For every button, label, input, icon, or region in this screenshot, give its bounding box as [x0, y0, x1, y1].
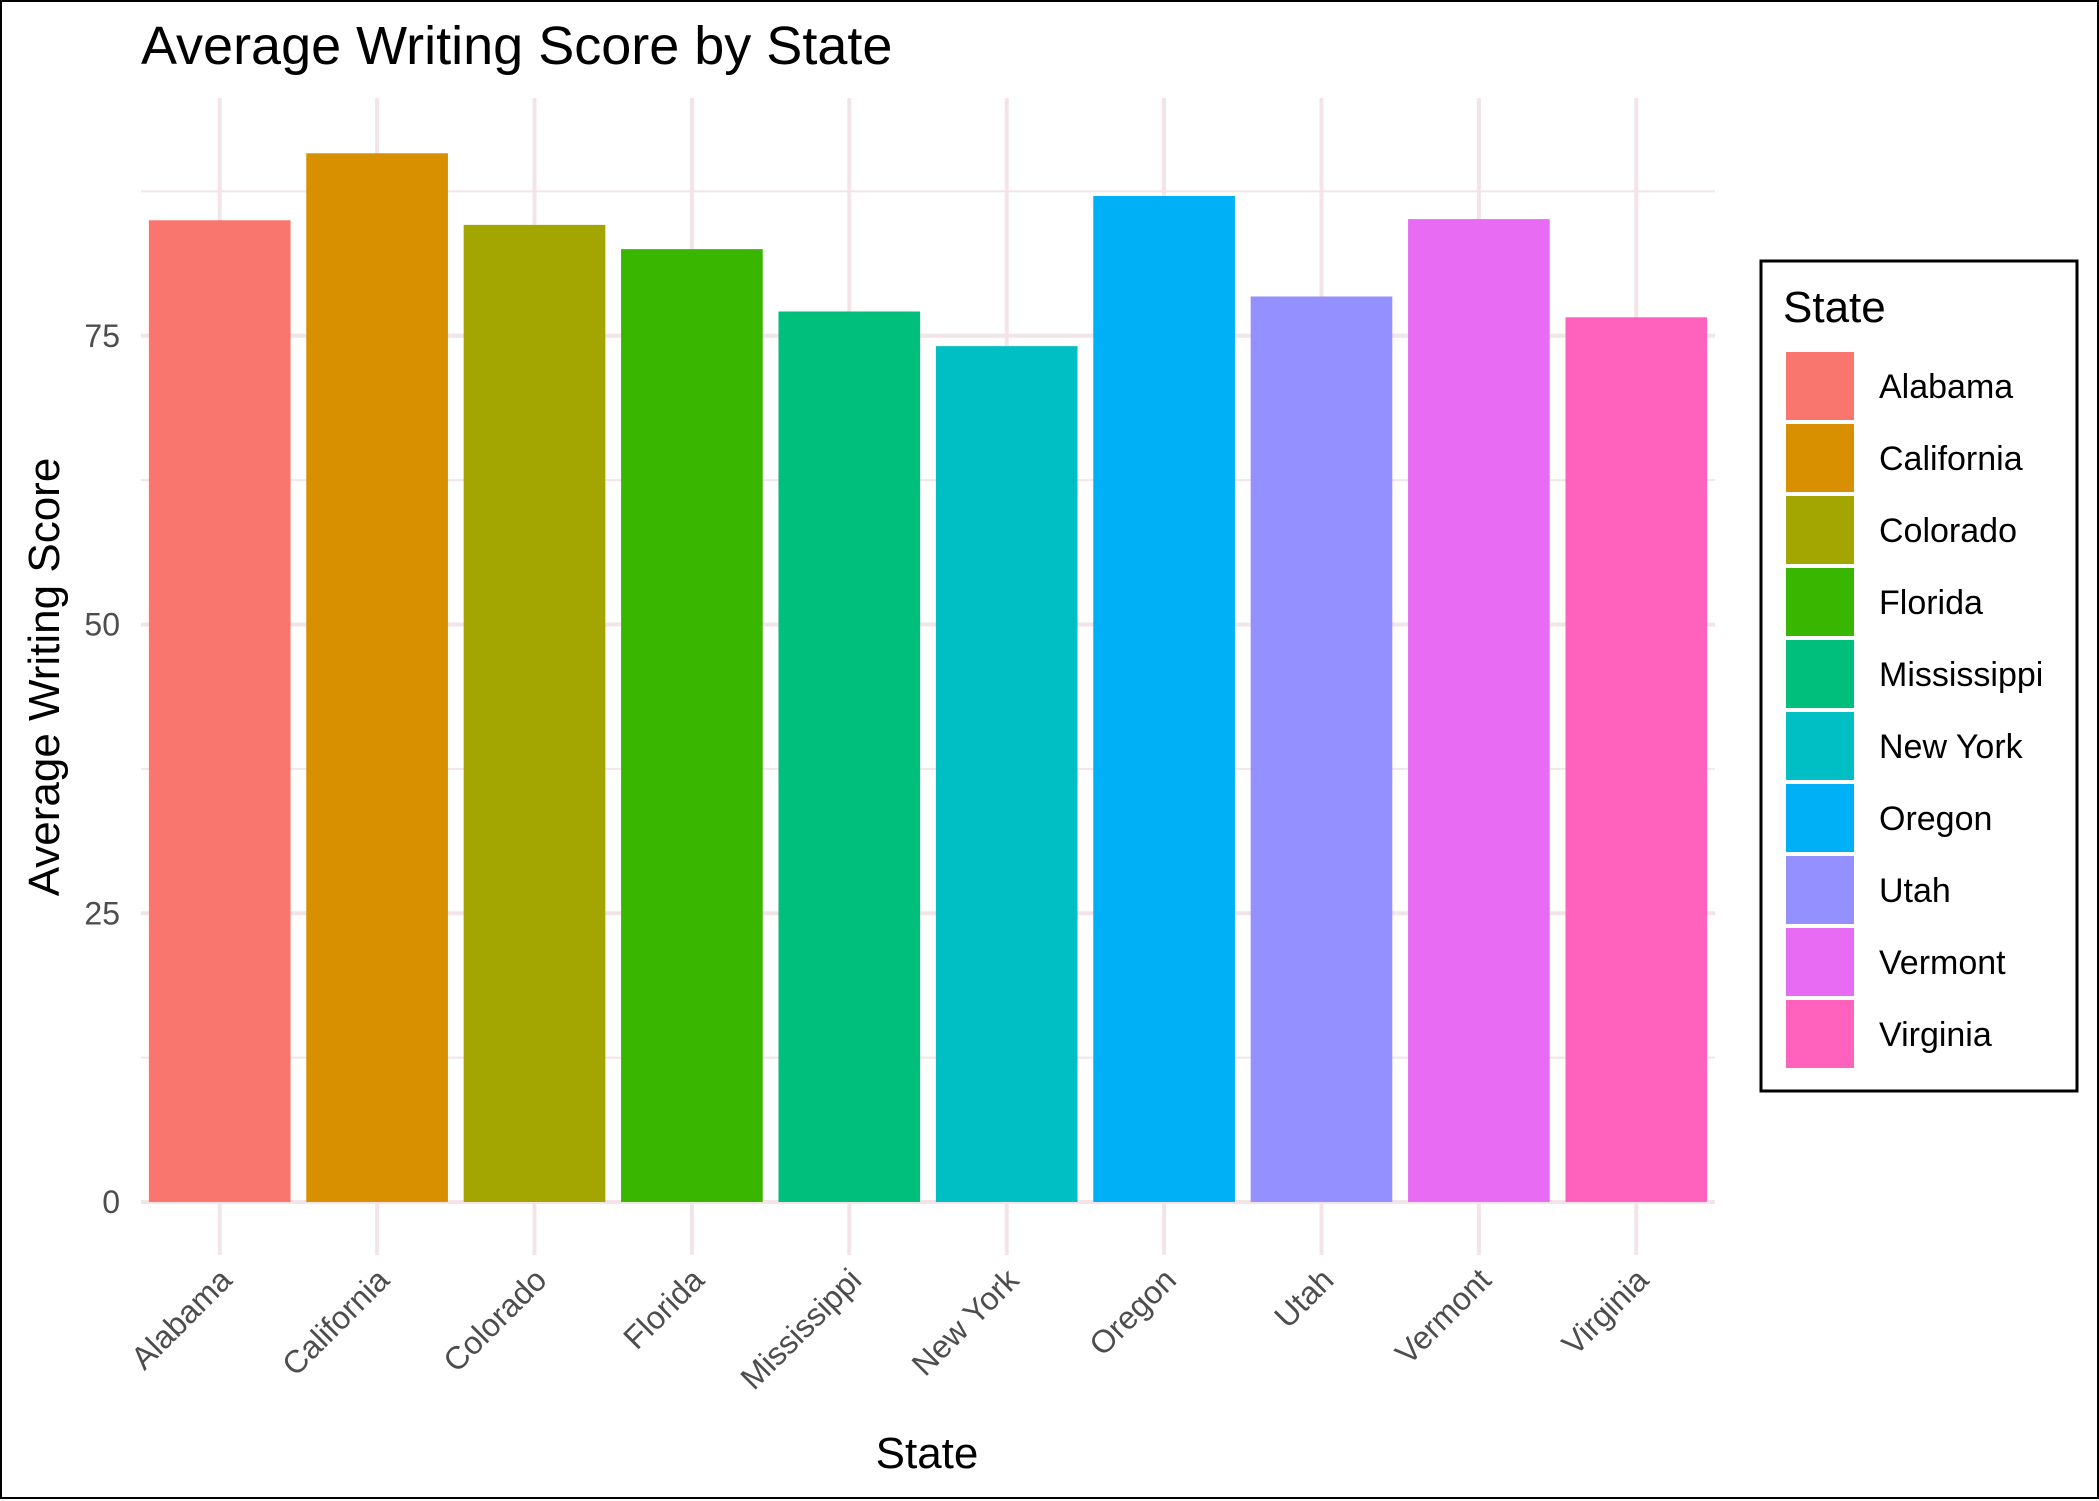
legend-items: Alabama California Colorado Florida Mississi…	[1786, 352, 2043, 1068]
y-axis-title: Average Writing Score	[20, 458, 69, 897]
x-tick-label: Alabama	[124, 1261, 239, 1376]
legend-label: California	[1879, 440, 2023, 478]
legend-label: Alabama	[1879, 368, 2013, 406]
legend-swatch	[1786, 568, 1854, 636]
bar-vermont	[1408, 219, 1550, 1203]
legend-label: Virginia	[1879, 1016, 1992, 1054]
bar-mississippi	[778, 311, 921, 1202]
legend-swatch	[1786, 352, 1854, 420]
legend-swatch	[1786, 712, 1854, 780]
y-tick-label: 75	[84, 318, 120, 354]
x-tick-label: Utah	[1267, 1261, 1340, 1334]
bar-utah	[1250, 296, 1393, 1203]
legend-label: Vermont	[1879, 944, 2006, 982]
legend-swatch	[1786, 1000, 1854, 1068]
legend-swatch	[1786, 424, 1854, 492]
x-tick-label: Virginia	[1555, 1261, 1656, 1362]
bar-virginia	[1565, 317, 1708, 1202]
legend-label: Mississippi	[1879, 656, 2043, 694]
x-tick-label: New York	[905, 1261, 1027, 1383]
bar-florida	[621, 249, 763, 1202]
legend-swatch	[1786, 784, 1854, 852]
legend-label: Florida	[1879, 584, 1983, 622]
x-tick-label: Mississippi	[733, 1261, 868, 1396]
y-tick-label: 50	[84, 607, 120, 643]
x-axis-title: State	[876, 1429, 979, 1478]
bar-colorado	[463, 224, 606, 1202]
legend-label: Oregon	[1879, 800, 1992, 838]
bar-california	[306, 153, 448, 1202]
x-tick-label: Colorado	[436, 1261, 553, 1378]
legend-swatch	[1786, 856, 1854, 924]
legend-swatch	[1786, 496, 1854, 564]
x-tick-label: California	[275, 1261, 396, 1382]
x-tick-label: Vermont	[1388, 1261, 1498, 1371]
bar-alabama	[148, 220, 291, 1202]
x-tick-label: Florida	[616, 1261, 711, 1356]
y-tick-label: 25	[84, 895, 120, 931]
legend-label: Utah	[1879, 872, 1951, 910]
legend-swatch	[1786, 928, 1854, 996]
chart-title: Average Writing Score by State	[141, 16, 892, 76]
bars	[148, 153, 1708, 1203]
legend-title: State	[1783, 283, 1886, 332]
bar-new-york	[935, 346, 1078, 1202]
legend-swatch	[1786, 640, 1854, 708]
legend-label: Colorado	[1879, 512, 2017, 550]
y-tick-label: 0	[102, 1184, 120, 1220]
legend-label: New York	[1879, 728, 2024, 766]
y-tick-labels: 0 25 50 75	[84, 318, 120, 1220]
legend: State Alabama California Colorado Florida Mi…	[1759, 259, 2079, 1093]
x-tick-label: Oregon	[1082, 1261, 1183, 1362]
bar-oregon	[1093, 195, 1235, 1202]
x-tick-labels: Alabama California Colorado Florida Mississi…	[124, 1261, 1656, 1397]
